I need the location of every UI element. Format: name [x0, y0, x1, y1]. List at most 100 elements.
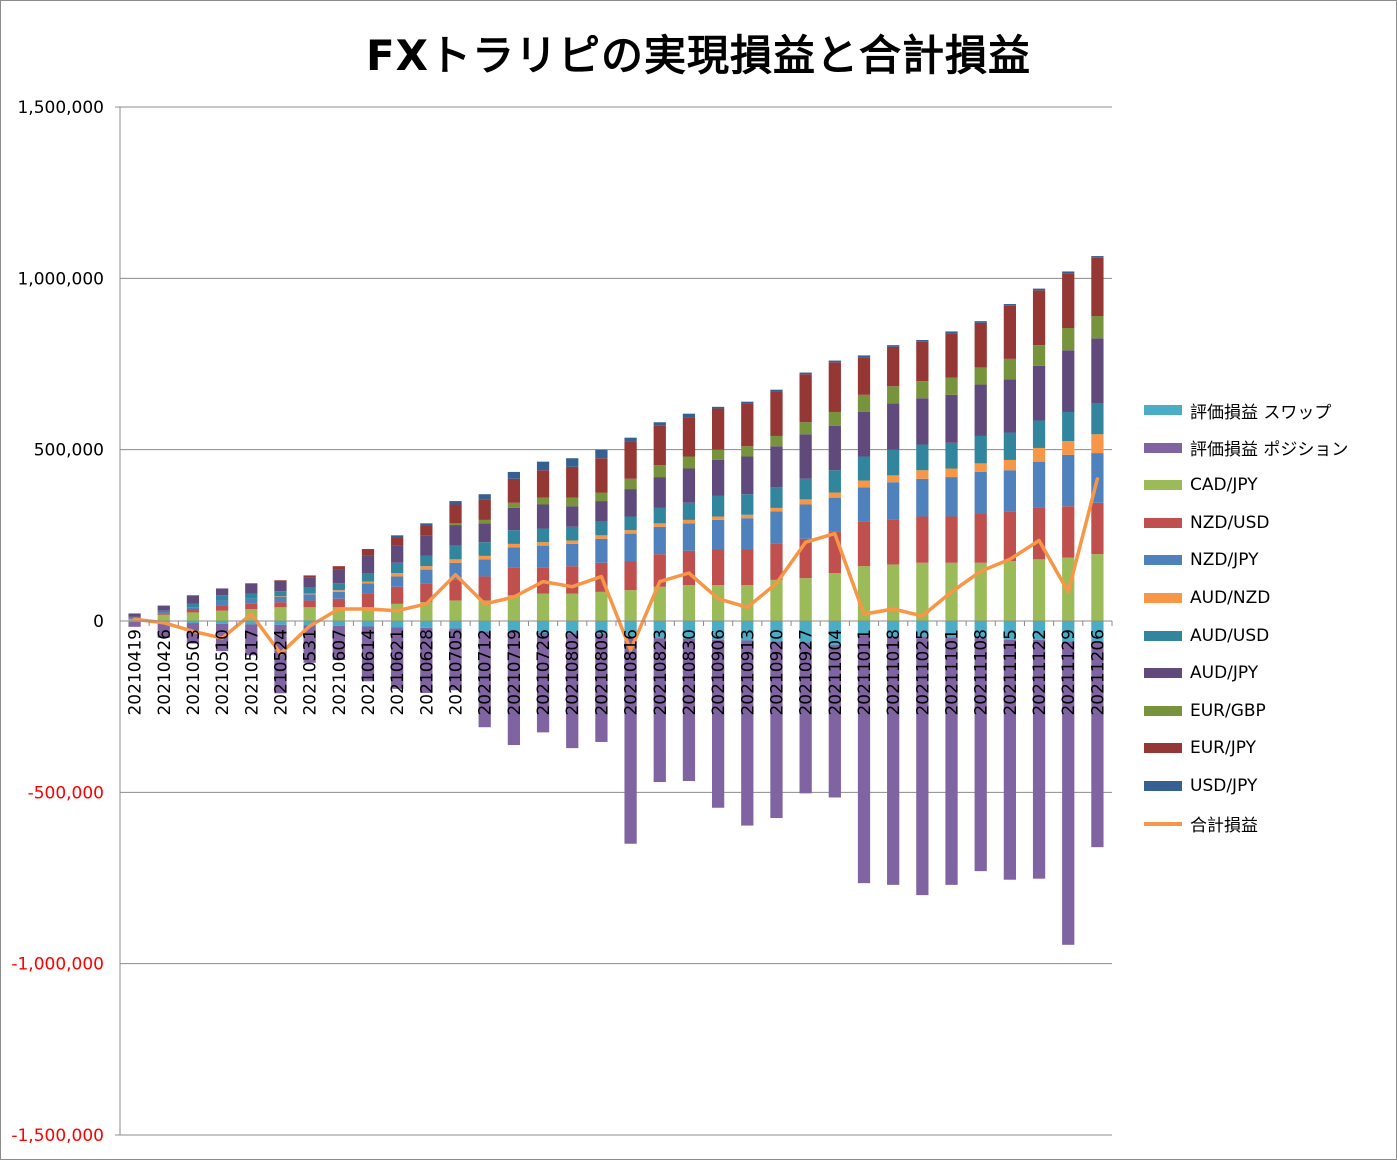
bar-segment — [1091, 434, 1104, 454]
bar-segment — [449, 559, 462, 563]
bar-segment — [186, 607, 200, 610]
bar-segment — [449, 628, 462, 691]
bar-segment — [536, 504, 550, 529]
bar-segment — [945, 331, 958, 334]
legend-item: AUD/USD — [1144, 626, 1269, 646]
bar-segment — [857, 621, 871, 635]
bar-segment — [245, 593, 258, 599]
bar-segment — [711, 495, 725, 517]
bar-segment — [566, 466, 579, 498]
bar-segment — [682, 585, 696, 621]
bar-segment — [1032, 365, 1046, 421]
legend-swatch — [1144, 743, 1182, 754]
bar-segment — [828, 411, 841, 426]
bar-segment — [741, 494, 754, 515]
x-tick-label: 20210503 — [184, 629, 204, 716]
bar-segment — [420, 621, 433, 628]
bar-segment — [536, 461, 550, 471]
legend-item: NZD/JPY — [1144, 550, 1258, 570]
x-tick-label: 20210426 — [155, 629, 175, 716]
bar-segment — [332, 621, 345, 626]
bar-segment — [711, 549, 725, 586]
bar-segment — [332, 598, 345, 608]
bar-segment — [566, 593, 579, 621]
bar-segment — [741, 401, 754, 404]
bar-segment — [770, 511, 783, 544]
bar-segment — [624, 516, 637, 531]
bar-segment — [215, 595, 229, 601]
bar-segment — [478, 542, 491, 556]
bar-segment — [857, 480, 871, 488]
bar-segment — [945, 394, 958, 443]
legend-swatch — [1144, 517, 1182, 528]
bar-segment — [449, 579, 462, 601]
bar-segment — [974, 621, 987, 639]
x-tick-label: 20211025 — [913, 629, 933, 716]
bar-segment — [1091, 502, 1104, 555]
bar-segment — [624, 561, 637, 591]
bar-segment — [1032, 290, 1046, 346]
bar-segment — [420, 525, 433, 536]
bar-segment — [536, 545, 550, 568]
bar-segment — [1032, 621, 1046, 640]
bar-segment — [595, 634, 608, 742]
bar-segment — [974, 638, 987, 872]
bar-segment — [303, 621, 316, 626]
bar-segment — [1062, 271, 1075, 274]
bar-segment — [1003, 639, 1017, 880]
bar-segment — [1032, 461, 1046, 508]
bar-segment — [245, 603, 258, 610]
bar-segment — [391, 537, 404, 546]
bar-segment — [741, 518, 754, 550]
bar-segment — [303, 587, 316, 594]
bar-segment — [361, 621, 375, 627]
legend-swatch — [1144, 630, 1182, 641]
bar-segment — [595, 535, 608, 539]
bar-segment — [1032, 447, 1046, 462]
bar-segment — [887, 621, 900, 637]
bar-segment — [1062, 350, 1075, 412]
bar-segment — [770, 435, 783, 447]
bar-segment — [1062, 641, 1075, 945]
bar-segment — [799, 374, 812, 423]
bar-segment — [391, 535, 404, 538]
bar-segment — [857, 355, 871, 358]
bar-segment — [274, 602, 287, 608]
bar-segment — [303, 607, 316, 621]
bar-segment — [566, 497, 579, 507]
bar-segment — [741, 514, 754, 519]
bar-segment — [478, 631, 491, 728]
bar-segment — [916, 636, 929, 896]
bar-segment — [799, 434, 812, 479]
chart-title: FXトラリピの実現損益と合計損益 — [365, 31, 1032, 80]
bar-segment — [215, 605, 229, 611]
bar-segment — [536, 593, 550, 621]
bar-segment — [770, 641, 783, 819]
bar-segment — [449, 504, 462, 524]
legend-item: NZD/USD — [1144, 513, 1270, 533]
bar-segment — [566, 633, 579, 749]
bar-segment — [478, 559, 491, 577]
bar-segment — [916, 340, 929, 342]
bar-segment — [332, 569, 345, 584]
bar-segment — [478, 621, 491, 632]
bar-segment — [332, 625, 345, 661]
bar-segment — [1032, 288, 1046, 291]
bar-segment — [682, 468, 696, 503]
bar-segment — [391, 576, 404, 587]
x-tick-label: 20211004 — [826, 629, 846, 716]
bar-segment — [653, 507, 666, 524]
bar-segment — [420, 602, 433, 621]
bar-segment — [682, 550, 696, 586]
x-tick-label: 20210823 — [651, 629, 671, 716]
bar-segment — [682, 621, 696, 639]
y-tick-label: -1,000,000 — [11, 955, 104, 975]
bar-segment — [274, 597, 287, 603]
bar-segment — [711, 449, 725, 460]
x-tick-label: 20211108 — [972, 629, 992, 716]
bar-segment — [186, 603, 200, 608]
x-tick-label: 20211206 — [1088, 629, 1108, 716]
bar-segment — [595, 449, 608, 459]
bar-segment — [303, 575, 316, 578]
bar-segment — [945, 333, 958, 378]
